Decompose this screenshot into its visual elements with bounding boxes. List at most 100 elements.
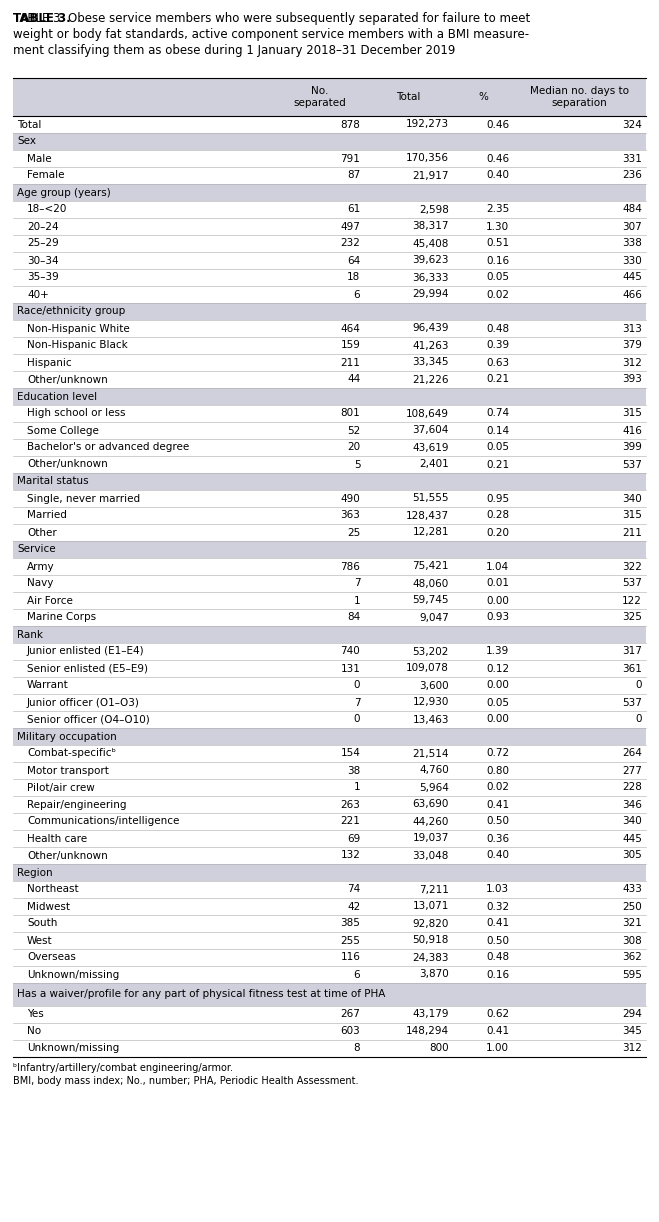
Text: 346: 346 xyxy=(622,799,642,809)
Text: 0.21: 0.21 xyxy=(486,459,509,469)
Bar xyxy=(13,78,646,116)
Text: 109,078: 109,078 xyxy=(406,664,449,673)
Bar xyxy=(13,576,646,591)
Text: Male: Male xyxy=(27,154,51,164)
Bar xyxy=(13,763,646,778)
Text: 75,421: 75,421 xyxy=(413,561,449,572)
Text: Overseas: Overseas xyxy=(27,952,76,963)
Text: 5,964: 5,964 xyxy=(419,782,449,793)
Text: 0.32: 0.32 xyxy=(486,902,509,912)
Text: 24,383: 24,383 xyxy=(413,952,449,963)
Text: Marine Corps: Marine Corps xyxy=(27,612,96,622)
Text: 315: 315 xyxy=(622,408,642,418)
Bar xyxy=(13,626,646,643)
Text: 1.30: 1.30 xyxy=(486,221,509,231)
Text: 39,623: 39,623 xyxy=(413,255,449,265)
Text: 490: 490 xyxy=(341,494,360,503)
Text: 331: 331 xyxy=(622,154,642,164)
Text: 277: 277 xyxy=(622,765,642,776)
Text: 116: 116 xyxy=(341,952,360,963)
Text: 497: 497 xyxy=(341,221,360,231)
Text: Has a waiver/profile for any part of physical fitness test at time of PHA: Has a waiver/profile for any part of phy… xyxy=(17,990,386,1000)
Text: 132: 132 xyxy=(341,851,360,860)
Text: 40+: 40+ xyxy=(27,290,49,299)
Text: 63,690: 63,690 xyxy=(413,799,449,809)
Bar xyxy=(13,660,646,677)
Text: 0.00: 0.00 xyxy=(486,715,509,725)
Text: 0.39: 0.39 xyxy=(486,341,509,351)
Text: High school or less: High school or less xyxy=(27,408,125,418)
Text: TABLE 3. Obese service members who were subsequently separated for failure to me: TABLE 3. Obese service members who were … xyxy=(13,12,530,24)
Text: 35–39: 35–39 xyxy=(27,273,59,282)
Bar xyxy=(13,269,646,286)
Text: 0.40: 0.40 xyxy=(486,851,509,860)
Text: 6: 6 xyxy=(354,290,360,299)
Bar xyxy=(13,524,646,541)
Text: 0.00: 0.00 xyxy=(486,595,509,605)
Bar xyxy=(13,541,646,558)
Text: 228: 228 xyxy=(622,782,642,793)
Bar xyxy=(13,473,646,490)
Text: 1: 1 xyxy=(354,595,360,605)
Bar xyxy=(13,507,646,524)
Text: 2,401: 2,401 xyxy=(419,459,449,469)
Text: 537: 537 xyxy=(622,459,642,469)
Text: 4,760: 4,760 xyxy=(419,765,449,776)
Text: Warrant: Warrant xyxy=(27,681,69,690)
Text: Sex: Sex xyxy=(17,137,36,147)
Text: Total: Total xyxy=(397,92,421,101)
Text: Northeast: Northeast xyxy=(27,885,78,895)
Text: Junior enlisted (E1–E4): Junior enlisted (E1–E4) xyxy=(27,646,144,656)
Text: Other/unknown: Other/unknown xyxy=(27,374,108,385)
Bar xyxy=(13,949,646,967)
Bar xyxy=(13,167,646,185)
Text: Pilot/air crew: Pilot/air crew xyxy=(27,782,95,793)
Text: 3,870: 3,870 xyxy=(419,969,449,980)
Text: 236: 236 xyxy=(622,171,642,181)
Text: Midwest: Midwest xyxy=(27,902,70,912)
Bar xyxy=(13,354,646,371)
Text: 0.12: 0.12 xyxy=(486,664,509,673)
Text: 393: 393 xyxy=(622,374,642,385)
Text: No: No xyxy=(27,1026,41,1036)
Text: 321: 321 xyxy=(622,919,642,929)
Text: 250: 250 xyxy=(622,902,642,912)
Text: 159: 159 xyxy=(341,341,360,351)
Bar xyxy=(13,847,646,864)
Bar xyxy=(13,389,646,404)
Bar xyxy=(13,778,646,796)
Text: Single, never married: Single, never married xyxy=(27,494,140,503)
Text: 0.05: 0.05 xyxy=(486,273,509,282)
Text: 1.04: 1.04 xyxy=(486,561,509,572)
Text: 0.20: 0.20 xyxy=(486,528,509,538)
Text: Rank: Rank xyxy=(17,629,43,639)
Text: 433: 433 xyxy=(622,885,642,895)
Text: 20: 20 xyxy=(347,442,360,452)
Text: West: West xyxy=(27,936,53,946)
Text: 64: 64 xyxy=(347,255,360,265)
Bar xyxy=(13,404,646,422)
Text: 0.36: 0.36 xyxy=(486,833,509,843)
Text: 148,294: 148,294 xyxy=(406,1026,449,1036)
Text: 3,600: 3,600 xyxy=(419,681,449,690)
Text: 1.00: 1.00 xyxy=(486,1044,509,1053)
Text: Combat-specificᵇ: Combat-specificᵇ xyxy=(27,749,116,759)
Text: Unknown/missing: Unknown/missing xyxy=(27,1044,119,1053)
Text: 33,345: 33,345 xyxy=(413,358,449,368)
Bar xyxy=(13,150,646,167)
Text: 38,317: 38,317 xyxy=(413,221,449,231)
Bar xyxy=(13,185,646,200)
Text: 537: 537 xyxy=(622,578,642,589)
Text: Senior officer (O4–O10): Senior officer (O4–O10) xyxy=(27,715,150,725)
Text: 25–29: 25–29 xyxy=(27,238,59,248)
Text: 385: 385 xyxy=(341,919,360,929)
Text: 48,060: 48,060 xyxy=(413,578,449,589)
Text: 50,918: 50,918 xyxy=(413,936,449,946)
Text: 330: 330 xyxy=(622,255,642,265)
Text: 92,820: 92,820 xyxy=(413,919,449,929)
Text: 8: 8 xyxy=(354,1044,360,1053)
Bar xyxy=(13,677,646,694)
Text: 379: 379 xyxy=(622,341,642,351)
Text: 20–24: 20–24 xyxy=(27,221,59,231)
Text: 44: 44 xyxy=(347,374,360,385)
